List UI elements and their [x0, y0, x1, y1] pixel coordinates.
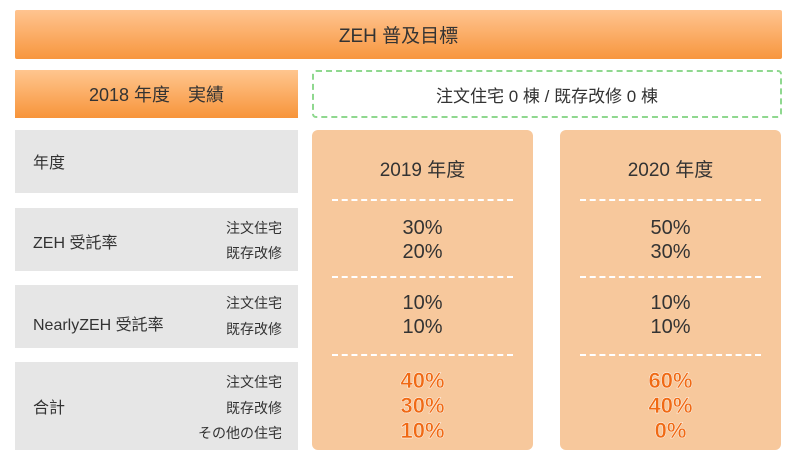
total-custom-value: 60%	[648, 368, 693, 393]
row-nearly-zeh-label: NearlyZEH 受託率	[33, 317, 164, 334]
column-2020-title: 2020 年度	[627, 160, 714, 181]
row-year-header-label: 年度	[33, 155, 66, 172]
total-other-value: 0%	[654, 418, 687, 443]
divider	[332, 276, 513, 278]
column-2019: 2019 年度 30% 20% 10% 10% 40% 30% 10%	[312, 130, 533, 450]
zeh-renovation-value: 30%	[650, 241, 691, 263]
row-nearly-zeh: NearlyZEH 受託率 注文住宅 既存改修	[15, 285, 298, 348]
zeh-custom-value: 50%	[650, 217, 691, 239]
page-title: ZEH 普及目標	[15, 10, 782, 59]
row-zeh: ZEH 受託率 注文住宅 既存改修	[15, 208, 298, 271]
row-nearly-sub-renovation: 既存改修	[226, 321, 282, 337]
nearly-renovation-value: 10%	[402, 316, 443, 338]
zeh-custom-value: 30%	[402, 217, 443, 239]
row-year-header: 年度	[15, 130, 298, 193]
row-zeh-sub-renovation: 既存改修	[226, 245, 282, 261]
row-nearly-sub-custom: 注文住宅	[226, 295, 282, 311]
year-2018-label: 2018 年度 実績	[15, 70, 298, 118]
total-renovation-value: 30%	[400, 393, 445, 418]
row-total-sub-renovation: 既存改修	[226, 400, 282, 416]
total-custom-value: 40%	[400, 368, 445, 393]
zeh-renovation-value: 20%	[402, 241, 443, 263]
row-zeh-label: ZEH 受託率	[33, 235, 118, 252]
row-total-label: 合計	[33, 400, 66, 417]
column-2020: 2020 年度 50% 30% 10% 10% 60% 40% 0%	[560, 130, 781, 450]
nearly-custom-value: 10%	[402, 292, 443, 314]
year-2018-result: 注文住宅 0 棟 / 既存改修 0 棟	[312, 70, 782, 118]
divider	[332, 354, 513, 356]
divider	[580, 276, 761, 278]
divider	[332, 199, 513, 201]
column-2019-title: 2019 年度	[379, 160, 466, 181]
divider	[580, 354, 761, 356]
total-other-value: 10%	[400, 418, 445, 443]
total-renovation-value: 40%	[648, 393, 693, 418]
divider	[580, 199, 761, 201]
row-total: 合計 注文住宅 既存改修 その他の住宅	[15, 362, 298, 450]
row-zeh-sub-custom: 注文住宅	[226, 220, 282, 236]
row-total-sub-other: その他の住宅	[198, 425, 282, 441]
nearly-renovation-value: 10%	[650, 316, 691, 338]
row-total-sub-custom: 注文住宅	[226, 374, 282, 390]
nearly-custom-value: 10%	[650, 292, 691, 314]
